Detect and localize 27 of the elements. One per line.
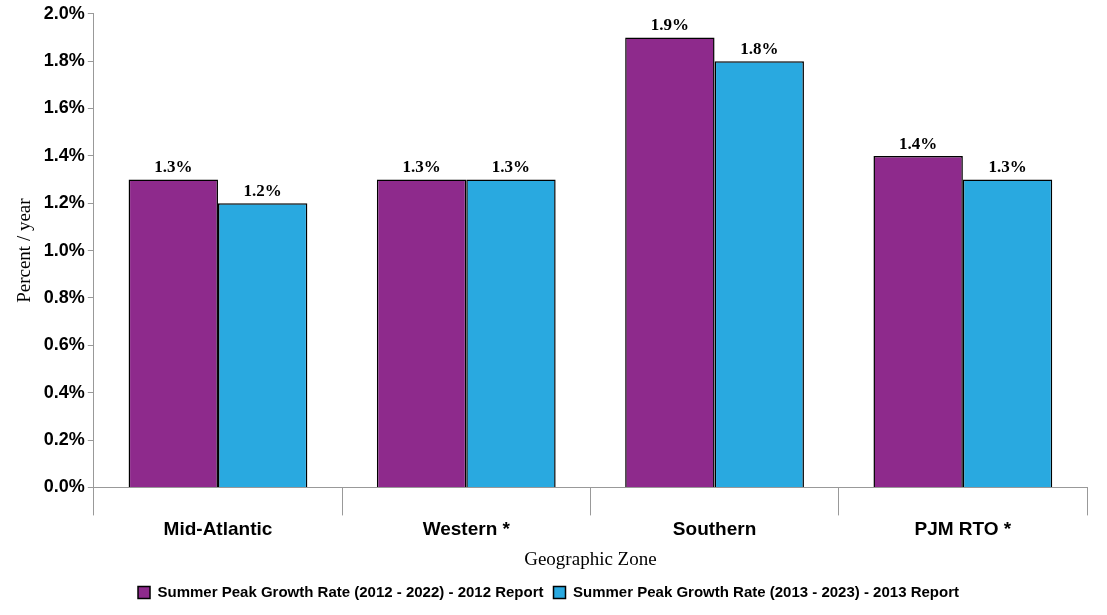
y-tick-label: 1.0% bbox=[43, 239, 85, 260]
y-tick-label: 2.0% bbox=[43, 2, 85, 23]
y-tick-label: 1.2% bbox=[43, 192, 85, 213]
x-tick-label: Southern bbox=[672, 518, 757, 540]
y-tick-label: 0.2% bbox=[43, 429, 85, 450]
data-label: 1.9% bbox=[650, 15, 689, 35]
y-tick-label: 1.6% bbox=[43, 97, 85, 118]
y-tick-label: 0.4% bbox=[43, 381, 85, 402]
legend-label: Summer Peak Growth Rate (2012 - 2022) - 2012 Report bbox=[157, 582, 544, 600]
y-tick-label: 1.8% bbox=[43, 50, 85, 71]
data-label: 1.3% bbox=[154, 157, 193, 177]
data-label: 1.3% bbox=[988, 157, 1027, 177]
legend-label: Summer Peak Growth Rate (2013 - 2023) - 2013 Report bbox=[573, 582, 959, 600]
x-tick-label: PJM RTO * bbox=[914, 518, 1012, 540]
x-tick-label: Mid-Atlantic bbox=[163, 518, 273, 540]
x-axis-title: Geographic Zone bbox=[524, 547, 657, 569]
y-tick-label: 1.4% bbox=[43, 144, 85, 165]
data-label: 1.4% bbox=[899, 133, 938, 153]
data-label: 1.8% bbox=[740, 39, 779, 59]
y-axis-title: Percent / year bbox=[13, 197, 35, 303]
x-tick-label: Western * bbox=[422, 518, 511, 540]
data-label: 1.3% bbox=[402, 157, 441, 177]
data-label: 1.3% bbox=[491, 157, 531, 177]
y-tick-label: 0.0% bbox=[43, 476, 85, 497]
y-tick-label: 0.8% bbox=[43, 286, 85, 307]
y-tick-label: 0.6% bbox=[43, 334, 85, 355]
data-label: 1.2% bbox=[243, 181, 282, 201]
